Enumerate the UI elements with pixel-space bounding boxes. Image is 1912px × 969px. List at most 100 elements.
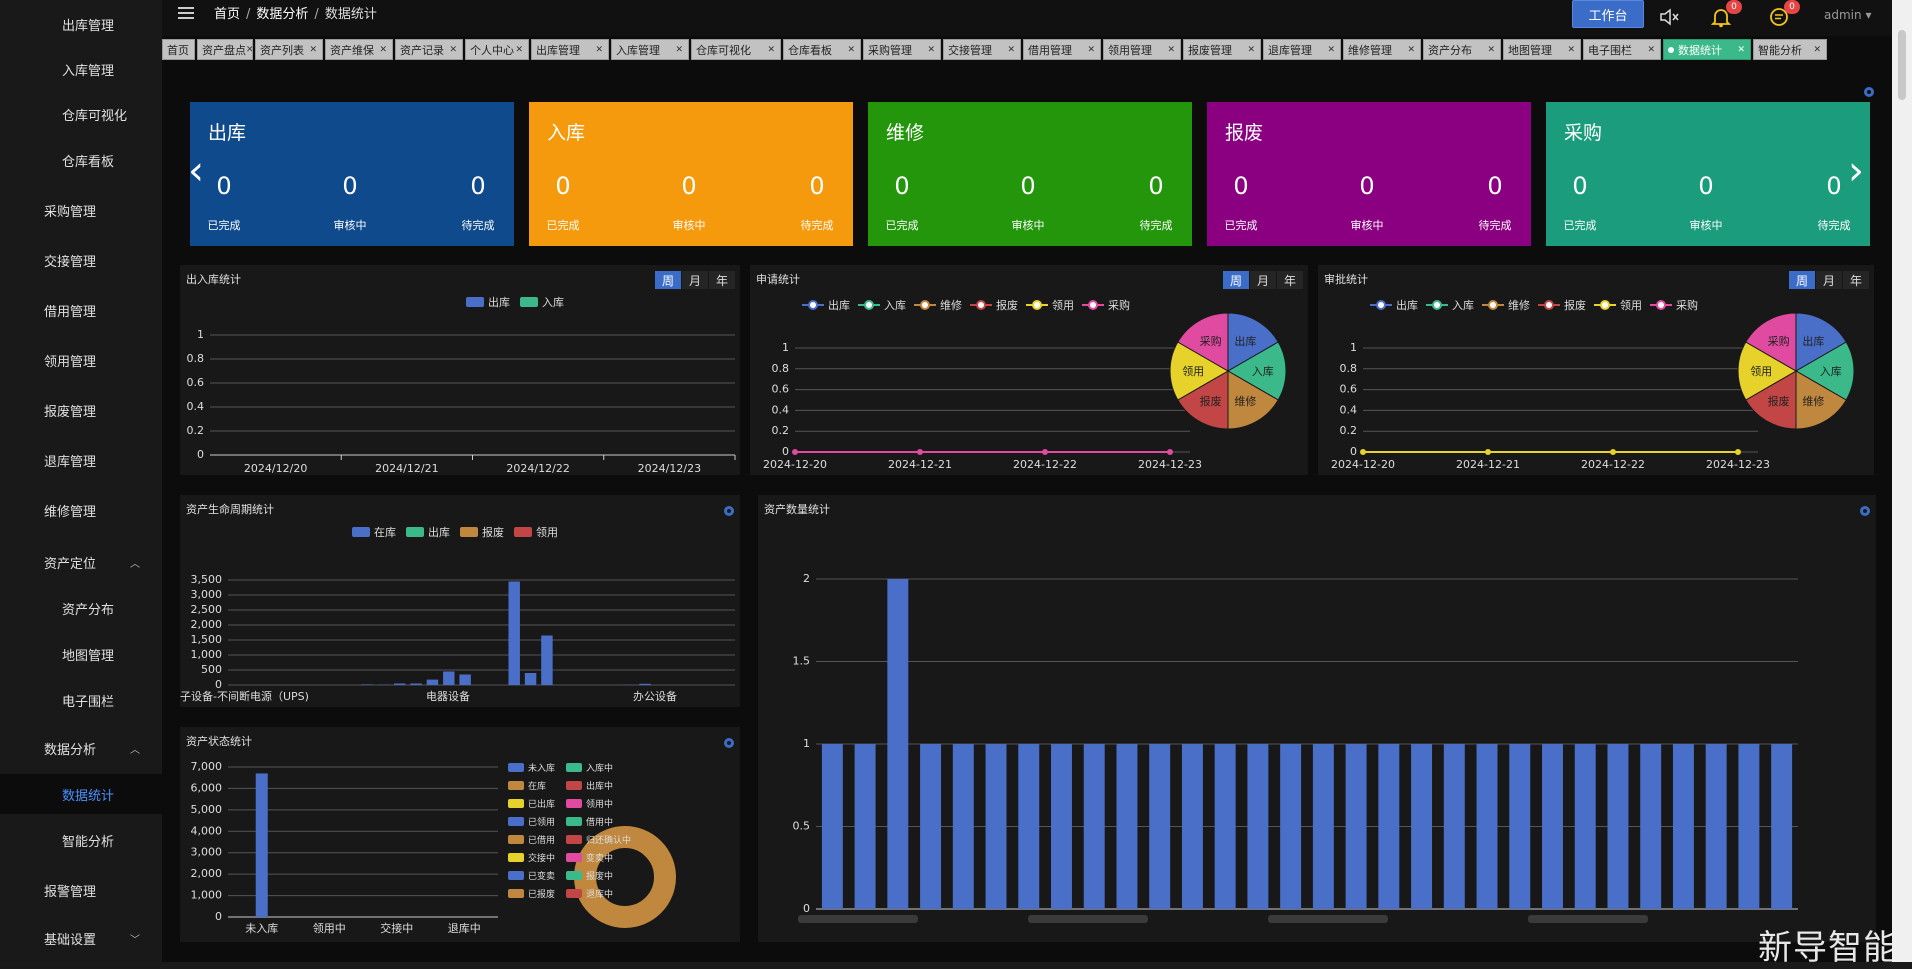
tab-close-icon[interactable]: ✕ [246,45,253,55]
sidebar-item-19[interactable]: 基础设置﹀ [0,918,162,958]
tab-close-icon[interactable]: ✕ [1487,45,1495,55]
main-content: 首页/数据分析/数据统计 工作台 0 0 admin ▾ 首页资产盘点✕资产列表… [162,0,1892,962]
tab-8[interactable]: 仓库可视化✕ [691,39,781,60]
tab-4[interactable]: 资产记录✕ [395,39,463,60]
tab-5[interactable]: 个人中心✕ [465,39,529,60]
apply-legend-marker [1089,301,1097,309]
status-ytick: 4,000 [191,824,223,837]
carousel-next-icon[interactable]: › [1848,148,1864,194]
tab-close-icon[interactable]: ✕ [379,45,387,55]
tab-close-icon[interactable]: ✕ [1247,45,1255,55]
sidebar-item-label: 借用管理 [44,301,96,320]
workbench-button[interactable]: 工作台 [1572,0,1644,28]
sidebar-item-17[interactable]: 智能分析 [0,820,162,860]
tab-close-icon[interactable]: ✕ [675,45,683,55]
status-ytick: 1,000 [191,889,223,902]
tab-close-icon[interactable]: ✕ [1007,45,1015,55]
sidebar-item-1[interactable]: 入库管理 [0,49,162,89]
sidebar-item-11[interactable]: 资产定位︿ [0,542,162,582]
tab-21[interactable]: 智能分析✕ [1753,39,1827,60]
tab-2[interactable]: 资产列表✕ [255,39,323,60]
bell-icon[interactable]: 0 [1710,6,1732,28]
status-legend-swatch [566,781,582,790]
tab-1[interactable]: 资产盘点✕ [197,39,253,60]
sidebar-item-18[interactable]: 报警管理 [0,870,162,910]
tab-17[interactable]: 资产分布✕ [1423,39,1501,60]
user-menu[interactable]: admin ▾ [1824,8,1871,22]
tab-close-icon[interactable]: ✕ [1087,45,1095,55]
kpi-value: 0 [872,172,932,200]
tab-19[interactable]: 电子围栏✕ [1583,39,1661,60]
tab-close-icon[interactable]: ✕ [847,45,855,55]
sidebar-item-3[interactable]: 仓库看板 [0,140,162,180]
sidebar-item-8[interactable]: 报废管理 [0,390,162,430]
apply-point [1167,449,1173,455]
settings-gear-icon[interactable] [1862,84,1876,98]
tab-close-icon[interactable]: ✕ [1167,45,1175,55]
sidebar-item-5[interactable]: 交接管理 [0,240,162,280]
sidebar-item-10[interactable]: 维修管理 [0,490,162,530]
quantity-bar [920,744,941,909]
tab-close-icon[interactable]: ✕ [449,45,457,55]
status-legend-swatch [566,763,582,772]
tab-close-icon[interactable]: ✕ [309,45,317,55]
sidebar-item-9[interactable]: 退库管理 [0,440,162,480]
tab-close-icon[interactable]: ✕ [927,45,935,55]
tab-7[interactable]: 入库管理✕ [611,39,689,60]
tab-15[interactable]: 退库管理✕ [1263,39,1341,60]
page-scrollbar[interactable] [1892,0,1912,962]
tab-10[interactable]: 采购管理✕ [863,39,941,60]
tab-close-icon[interactable]: ✕ [1737,45,1745,55]
tab-14[interactable]: 报废管理✕ [1183,39,1261,60]
scrollbar-thumb[interactable] [1898,30,1906,100]
breadcrumb-home[interactable]: 首页 [214,7,240,22]
carousel-prev-icon[interactable]: ‹ [188,148,204,194]
tab-close-icon[interactable]: ✕ [1327,45,1335,55]
tab-18[interactable]: 地图管理✕ [1503,39,1581,60]
sidebar-item-7[interactable]: 领用管理 [0,340,162,380]
quantity-ytick: 1 [803,737,810,750]
menu-toggle-icon[interactable] [178,4,194,20]
sidebar-item-13[interactable]: 地图管理 [0,634,162,674]
sidebar-item-0[interactable]: 出库管理 [0,4,162,44]
tab-12[interactable]: 借用管理✕ [1023,39,1101,60]
breadcrumb-analysis[interactable]: 数据分析 [256,7,308,22]
tab-close-icon[interactable]: ✕ [767,45,775,55]
kpi-value: 0 [1676,172,1736,200]
quantity-chart: 00.511.52 [758,495,1876,942]
tab-close-icon[interactable]: ✕ [1813,45,1821,55]
sidebar-item-2[interactable]: 仓库可视化 [0,94,162,134]
sidebar-item-15[interactable]: 数据分析︿ [0,728,162,768]
tab-close-icon[interactable]: ✕ [1407,45,1415,55]
approve-point [1735,449,1741,455]
sidebar-item-6[interactable]: 借用管理 [0,290,162,330]
approve-xtick: 2024-12-23 [1706,458,1770,471]
sidebar-item-14[interactable]: 电子围栏 [0,680,162,720]
tab-20[interactable]: 数据统计✕ [1663,39,1751,60]
tab-0[interactable]: 首页 [162,39,195,60]
apply-xtick: 2024-12-20 [763,458,827,471]
sidebar-item-4[interactable]: 采购管理 [0,190,162,230]
tab-close-icon[interactable]: ✕ [1647,45,1655,55]
status-legend-label: 已出库 [528,798,555,810]
tab-9[interactable]: 仓库看板✕ [783,39,861,60]
tab-3[interactable]: 资产维保✕ [325,39,393,60]
tab-close-icon[interactable]: ✕ [1567,45,1575,55]
tab-11[interactable]: 交接管理✕ [943,39,1021,60]
tab-16[interactable]: 维修管理✕ [1343,39,1421,60]
tab-close-icon[interactable]: ✕ [515,45,523,55]
tab-6[interactable]: 出库管理✕ [531,39,609,60]
sidebar-item-16[interactable]: 数据统计 [0,774,162,814]
breadcrumb-current: 数据统计 [325,7,377,22]
mute-icon[interactable] [1658,6,1680,28]
message-icon[interactable]: 0 [1768,6,1790,28]
tab-close-icon[interactable]: ✕ [595,45,603,55]
sidebar-item-12[interactable]: 资产分布 [0,588,162,628]
tab-13[interactable]: 领用管理✕ [1103,39,1181,60]
